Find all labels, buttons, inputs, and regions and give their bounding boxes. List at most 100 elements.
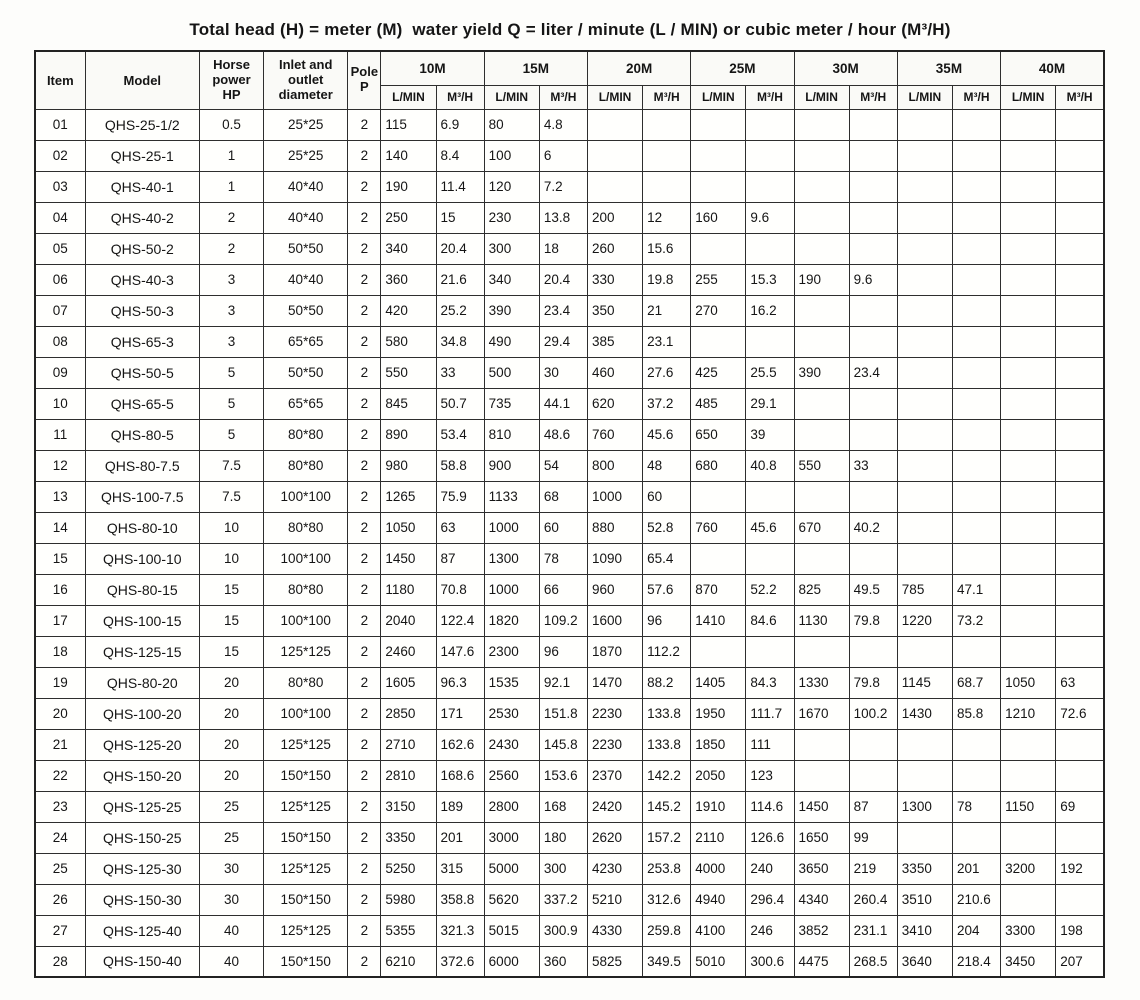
item-cell: 01 xyxy=(34,108,86,141)
diameter-cell: 150*150 xyxy=(263,945,349,978)
diameter-cell: 80*80 xyxy=(263,418,349,451)
value-cell xyxy=(896,170,953,203)
value-cell xyxy=(586,170,644,203)
item-cell: 05 xyxy=(34,232,86,265)
value-cell: 6.9 xyxy=(435,108,485,141)
item-cell: 06 xyxy=(34,263,86,296)
value-cell: 2710 xyxy=(380,728,437,761)
value-cell: 880 xyxy=(586,511,644,544)
value-cell xyxy=(896,387,953,420)
value-cell xyxy=(1000,108,1057,141)
diameter-cell: 125*125 xyxy=(263,914,349,947)
pole-cell: 2 xyxy=(347,821,382,854)
value-cell: 870 xyxy=(690,573,747,606)
value-cell xyxy=(1055,294,1105,327)
value-cell xyxy=(745,542,795,575)
value-cell: 200 xyxy=(586,201,644,234)
value-cell: 268.5 xyxy=(848,945,898,978)
value-cell xyxy=(745,232,795,265)
value-cell: 2040 xyxy=(380,604,437,637)
value-cell: 25.2 xyxy=(435,294,485,327)
value-cell: 6000 xyxy=(483,945,540,978)
value-cell: 420 xyxy=(380,294,437,327)
value-cell: 490 xyxy=(483,325,540,358)
table-row: 02 QHS-25-1 1 25*25 2 140 8.4 100 6 xyxy=(34,139,1105,172)
value-cell: 5000 xyxy=(483,852,540,885)
value-cell: 230 xyxy=(483,201,540,234)
item-cell: 02 xyxy=(34,139,86,172)
item-cell: 21 xyxy=(34,728,86,761)
value-cell xyxy=(1055,139,1105,172)
column-header-item: Item xyxy=(34,50,86,110)
value-cell: 300 xyxy=(538,852,588,885)
value-cell: 210.6 xyxy=(951,883,1002,916)
value-cell xyxy=(1055,201,1105,234)
hp-cell: 3 xyxy=(198,294,265,327)
value-cell: 1300 xyxy=(896,790,953,823)
value-cell: 88.2 xyxy=(642,666,692,699)
value-cell: 96 xyxy=(642,604,692,637)
value-cell xyxy=(793,139,850,172)
value-cell xyxy=(896,821,953,854)
value-cell: 259.8 xyxy=(642,914,692,947)
value-cell xyxy=(951,759,1002,792)
hp-cell: 5 xyxy=(198,356,265,389)
value-cell: 3640 xyxy=(896,945,953,978)
value-cell xyxy=(896,449,953,482)
value-cell: 5010 xyxy=(690,945,747,978)
value-cell xyxy=(690,232,747,265)
value-cell: 1050 xyxy=(380,511,437,544)
value-cell: 84.3 xyxy=(745,666,795,699)
diameter-cell: 80*80 xyxy=(263,449,349,482)
value-cell: 218.4 xyxy=(951,945,1002,978)
hp-cell: 7.5 xyxy=(198,449,265,482)
value-cell xyxy=(745,139,795,172)
value-cell: 123 xyxy=(745,759,795,792)
value-cell: 50.7 xyxy=(435,387,485,420)
value-cell: 34.8 xyxy=(435,325,485,358)
value-cell xyxy=(1000,449,1057,482)
table-row: 25 QHS-125-30 30 125*125 2 5250 315 5000 300 4230… xyxy=(34,852,1105,885)
value-cell: 650 xyxy=(690,418,747,451)
value-cell: 246 xyxy=(745,914,795,947)
head-group-20m: 20M xyxy=(586,50,692,86)
value-cell: 75.9 xyxy=(435,480,485,513)
value-cell xyxy=(1000,635,1057,668)
hp-cell: 30 xyxy=(198,883,265,916)
table-row: 13 QHS-100-7.5 7.5 100*100 2 1265 75.9 1133 68 10… xyxy=(34,480,1105,513)
table-row: 10 QHS-65-5 5 65*65 2 845 50.7 735 44.1 620 37.2 48… xyxy=(34,387,1105,420)
value-cell: 96 xyxy=(538,635,588,668)
pole-cell: 2 xyxy=(347,108,382,141)
value-cell: 57.6 xyxy=(642,573,692,606)
pole-cell: 2 xyxy=(347,449,382,482)
pole-cell: 2 xyxy=(347,573,382,606)
value-cell: 1133 xyxy=(483,480,540,513)
value-cell: 2050 xyxy=(690,759,747,792)
value-cell xyxy=(690,635,747,668)
value-cell: 620 xyxy=(586,387,644,420)
value-cell xyxy=(1055,728,1105,761)
diameter-cell: 125*125 xyxy=(263,852,349,885)
item-cell: 03 xyxy=(34,170,86,203)
value-cell: 670 xyxy=(793,511,850,544)
model-cell: QHS-80-10 xyxy=(84,511,200,544)
value-cell: 63 xyxy=(1055,666,1105,699)
hp-cell: 1 xyxy=(198,170,265,203)
value-cell xyxy=(793,232,850,265)
value-cell: 321.3 xyxy=(435,914,485,947)
table-row: 04 QHS-40-2 2 40*40 2 250 15 230 13.8 200 12 160 9.6 xyxy=(34,201,1105,234)
value-cell xyxy=(848,201,898,234)
value-cell: 1180 xyxy=(380,573,437,606)
value-cell: 2230 xyxy=(586,728,644,761)
value-cell: 201 xyxy=(435,821,485,854)
value-cell xyxy=(896,139,953,172)
value-cell: 2430 xyxy=(483,728,540,761)
model-cell: QHS-50-5 xyxy=(84,356,200,389)
value-cell xyxy=(848,728,898,761)
value-cell xyxy=(1000,511,1057,544)
pole-cell: 2 xyxy=(347,604,382,637)
value-cell xyxy=(1000,201,1057,234)
model-cell: QHS-150-30 xyxy=(84,883,200,916)
value-cell: 760 xyxy=(586,418,644,451)
